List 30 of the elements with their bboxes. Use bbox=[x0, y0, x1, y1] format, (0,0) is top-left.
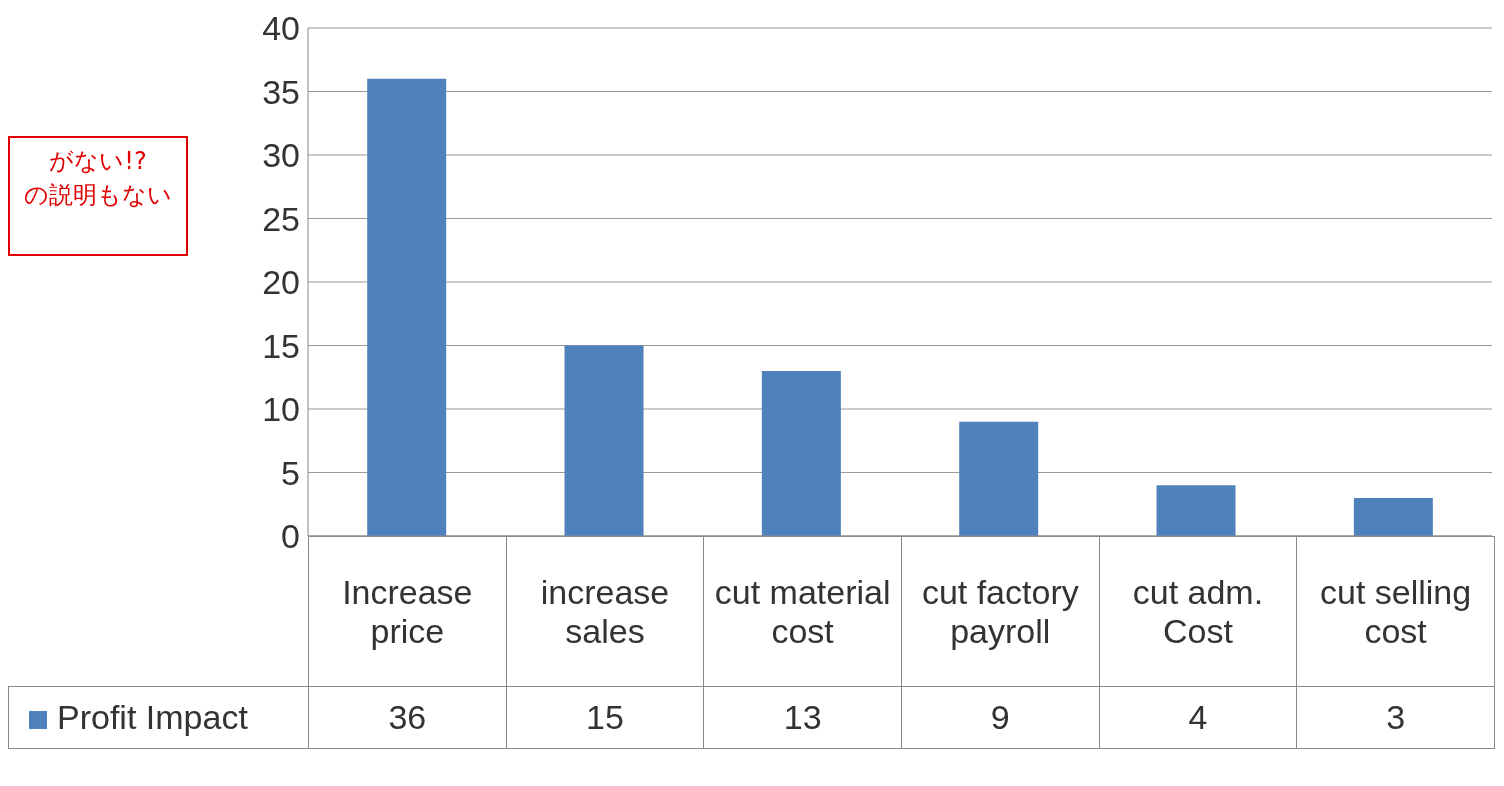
bar bbox=[564, 345, 644, 536]
data-label: 4 bbox=[1099, 686, 1297, 749]
text: がない!? bbox=[48, 146, 148, 177]
text: の説明もない bbox=[23, 180, 173, 211]
bar bbox=[761, 370, 841, 536]
y-tick-label: 5 bbox=[281, 453, 300, 492]
bar bbox=[367, 78, 447, 536]
x-tick-label: cut factory payroll bbox=[901, 536, 1100, 687]
y-tick-label: 20 bbox=[262, 263, 300, 302]
y-tick-label: 0 bbox=[281, 517, 300, 556]
bar bbox=[1156, 485, 1236, 536]
data-label: 15 bbox=[506, 686, 704, 749]
x-tick-label: cut adm. Cost bbox=[1099, 536, 1297, 687]
y-tick-label: 30 bbox=[262, 136, 300, 175]
y-tick-label: 15 bbox=[262, 326, 300, 365]
data-label: 36 bbox=[308, 686, 507, 749]
x-tick-label: cut selling cost bbox=[1296, 536, 1495, 687]
x-tick-label: Increase price bbox=[308, 536, 507, 687]
y-tick-label: 25 bbox=[262, 199, 300, 238]
data-label: 9 bbox=[901, 686, 1100, 749]
x-tick-label: increase sales bbox=[506, 536, 704, 687]
data-label: 3 bbox=[1296, 686, 1495, 749]
y-tick-label: 40 bbox=[262, 9, 300, 48]
x-tick-label: cut material cost bbox=[703, 536, 902, 687]
legend-label: Profit Impact bbox=[8, 686, 309, 749]
bar bbox=[1353, 497, 1433, 536]
y-tick-label: 35 bbox=[262, 72, 300, 111]
y-tick-label: 10 bbox=[262, 390, 300, 429]
data-label: 13 bbox=[703, 686, 902, 749]
bar bbox=[959, 421, 1039, 536]
